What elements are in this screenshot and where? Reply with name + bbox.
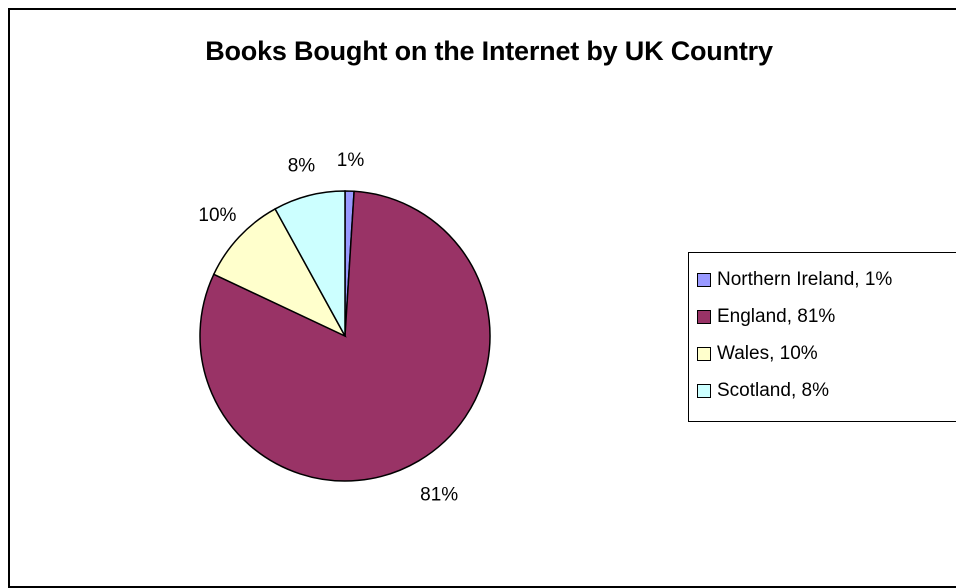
legend-label-wales: Wales, 10%	[717, 342, 818, 364]
slice-label-northern-ireland: 1%	[337, 150, 365, 171]
legend-swatch-scotland	[697, 383, 711, 398]
chart-title: Books Bought on the Internet by UK Count…	[205, 36, 773, 66]
legend-swatch-wales	[697, 346, 711, 361]
legend-swatch-england	[697, 309, 711, 324]
pie-slice-scotland	[274, 190, 346, 337]
slice-label-england: 81%	[420, 484, 458, 505]
legend-label-northern-ireland: Northern Ireland, 1%	[717, 268, 893, 290]
legend-item-northern-ireland: Northern Ireland, 1%	[689, 261, 956, 298]
legend-item-wales: Wales, 10%	[689, 335, 956, 372]
chart-legend: Northern Ireland, 1% England, 81% Wales,…	[688, 252, 956, 422]
slice-label-scotland: 8%	[288, 156, 316, 177]
legend-label-england: England, 81%	[717, 305, 836, 327]
legend-item-scotland: Scotland, 8%	[689, 372, 956, 409]
legend-item-england: England, 81%	[689, 298, 956, 335]
legend-label-scotland: Scotland, 8%	[717, 379, 829, 401]
slice-label-wales: 10%	[198, 205, 236, 226]
legend-swatch-northern-ireland	[697, 272, 711, 287]
pie-slice-wales	[212, 207, 347, 338]
